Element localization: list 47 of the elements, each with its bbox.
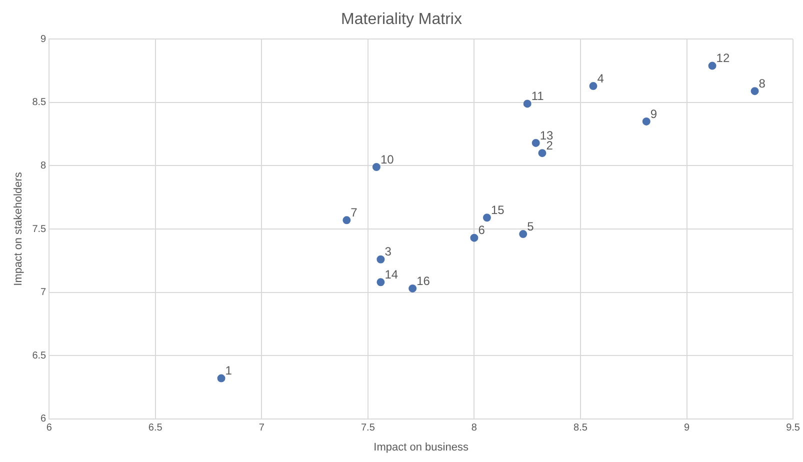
annotation: 1 — [225, 364, 232, 378]
point — [538, 149, 546, 158]
x-tick-label: 9 — [684, 422, 690, 434]
annotation: 16 — [416, 274, 430, 288]
point — [589, 82, 598, 90]
point — [750, 87, 759, 96]
annotation: 9 — [650, 106, 658, 121]
x-tick-label: 9.5 — [786, 422, 800, 434]
x-tick-label: 8 — [471, 422, 478, 434]
x-tick-label: 7 — [258, 422, 265, 434]
point — [408, 284, 417, 292]
annotation: 5 — [527, 219, 534, 234]
y-tick-label: 6.5 — [32, 350, 47, 362]
annotation: 14 — [384, 267, 398, 282]
y-tick-label: 9 — [40, 34, 47, 45]
point — [642, 117, 650, 126]
point — [523, 100, 532, 108]
y-tick-label: 7.5 — [32, 224, 47, 235]
annotation: 8 — [758, 76, 766, 90]
point — [482, 214, 491, 222]
point — [376, 255, 385, 264]
point — [708, 62, 716, 70]
point — [217, 374, 226, 382]
y-tick-label: 7 — [40, 287, 47, 298]
annotation: 12 — [716, 51, 730, 66]
x-axis-title: Impact on business — [374, 441, 469, 454]
annotation: 11 — [531, 89, 544, 104]
annotation: 3 — [384, 244, 392, 259]
point — [519, 230, 528, 238]
y-axis-title: Impact on stakeholders — [12, 172, 25, 286]
annotation: 15 — [490, 202, 505, 217]
point — [372, 163, 380, 171]
annotation: 10 — [380, 152, 394, 166]
point — [532, 138, 540, 147]
annotation: 4 — [597, 71, 604, 86]
chart-title: Materiality Matrix — [341, 11, 462, 28]
point — [342, 216, 351, 224]
x-tick-label: 6.5 — [148, 422, 163, 434]
annotation: 6 — [478, 223, 486, 238]
y-tick-label: 8 — [40, 160, 47, 172]
x-tick-label: 8.5 — [574, 422, 588, 434]
point — [376, 278, 385, 286]
x-tick-label: 7.5 — [360, 422, 376, 434]
annotation: 7 — [350, 205, 358, 220]
y-tick-label: 8.5 — [32, 97, 47, 108]
y-tick-label: 6 — [40, 414, 47, 425]
point — [470, 234, 478, 242]
